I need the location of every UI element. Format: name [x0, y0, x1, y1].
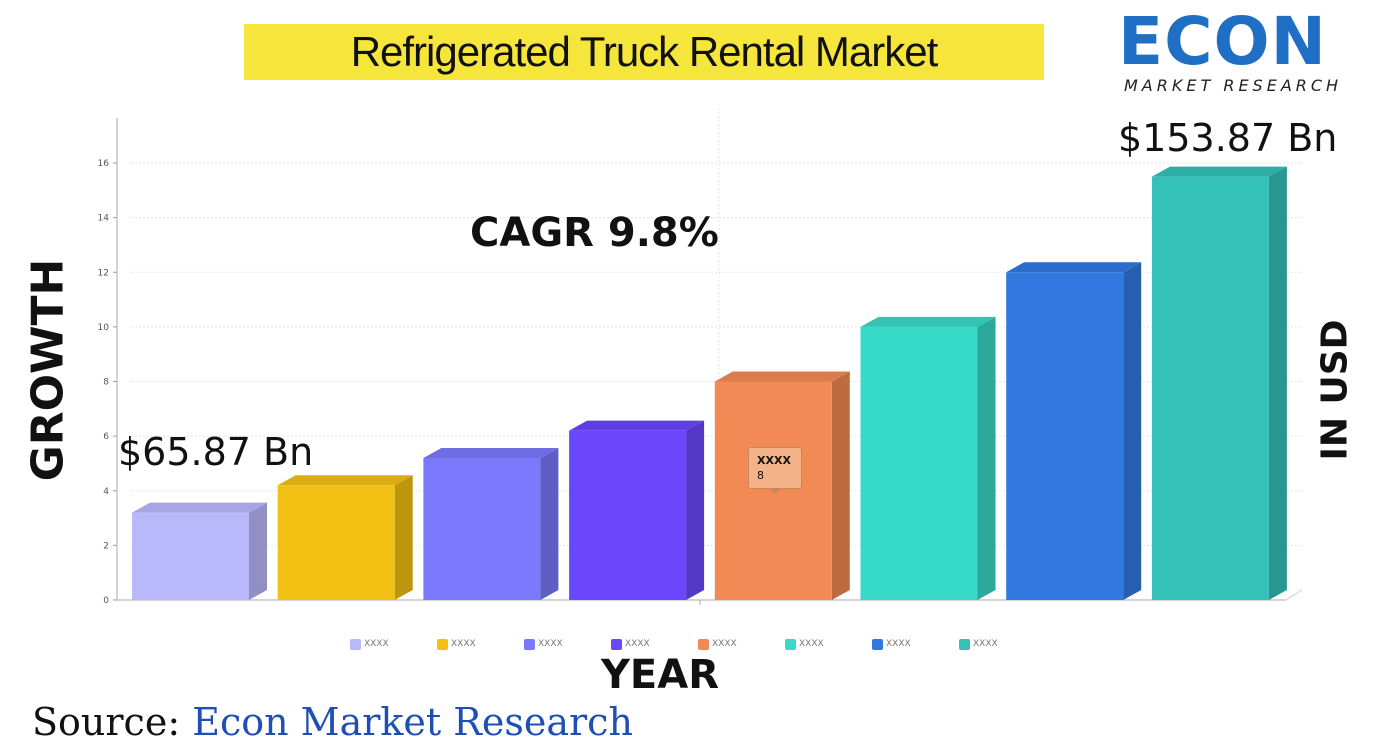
- y-tick-label: 16: [98, 159, 110, 169]
- legend-label: XXXX: [886, 639, 911, 649]
- legend-label: XXXX: [799, 639, 824, 649]
- x-axis-title: YEAR: [600, 652, 720, 698]
- bar-side: [394, 475, 413, 600]
- legend-item[interactable]: XXXX: [524, 636, 611, 652]
- tooltip-value: 8: [757, 469, 764, 482]
- bar-side: [1268, 166, 1287, 600]
- cagr-annotation: CAGR 9.8%: [470, 210, 719, 256]
- legend-item[interactable]: XXXX: [611, 636, 698, 652]
- bar-top: [423, 447, 559, 458]
- bar-side: [831, 371, 850, 600]
- legend-item[interactable]: XXXX: [872, 636, 959, 652]
- legend-item[interactable]: XXXX: [350, 636, 437, 652]
- y-axis-title-right-text: IN USD: [1314, 319, 1356, 461]
- tooltip-name: XXXX: [757, 454, 791, 467]
- end-value-label: $153.87 Bn: [1118, 116, 1338, 160]
- bar-top: [1151, 166, 1287, 177]
- bar-side: [540, 447, 559, 600]
- bar-side: [686, 420, 705, 600]
- legend-swatch: [785, 638, 796, 650]
- y-tick-label: 2: [103, 541, 109, 551]
- legend-label: XXXX: [364, 639, 389, 649]
- legend-swatch: [524, 638, 535, 650]
- legend-label: XXXX: [712, 639, 737, 649]
- legend-swatch: [959, 638, 970, 650]
- bar: [277, 485, 395, 600]
- legend-label: XXXX: [538, 639, 563, 649]
- legend-swatch: [872, 638, 883, 650]
- logo-word: ECON: [1118, 3, 1327, 80]
- chart-legend: XXXX XXXX XXXX XXXX XXXX XXXX XXXX XXXX: [350, 636, 1046, 652]
- legend-item[interactable]: XXXX: [698, 636, 785, 652]
- legend-label: XXXX: [973, 639, 998, 649]
- legend-swatch: [350, 638, 361, 650]
- bar: [1006, 272, 1124, 600]
- bar: [569, 430, 687, 600]
- chart-title-banner: Refrigerated Truck Rental Market: [244, 24, 1044, 80]
- bar: [860, 326, 978, 600]
- y-tick-label: 4: [103, 487, 109, 497]
- source-prefix: Source:: [32, 700, 193, 744]
- bar-top: [1006, 262, 1142, 273]
- y-tick-label: 12: [98, 268, 109, 278]
- y-tick-label: 8: [103, 378, 109, 388]
- legend-label: XXXX: [451, 639, 476, 649]
- bar-top: [569, 420, 705, 431]
- bar-side: [1123, 262, 1142, 600]
- legend-label: XXXX: [625, 639, 650, 649]
- start-value-label: $65.87 Bn: [118, 430, 314, 474]
- x-axis-depth: [1285, 589, 1303, 601]
- bar-tooltip: XXXX 8: [748, 447, 802, 494]
- y-axis-title-left: GROWTH: [8, 250, 88, 490]
- y-tick-label: 10: [98, 323, 110, 333]
- source-name: Econ Market Research: [192, 700, 633, 744]
- chart-title: Refrigerated Truck Rental Market: [350, 28, 939, 75]
- y-axis-title-right: IN USD: [1300, 300, 1370, 480]
- source-line: Source: Econ Market Research: [32, 700, 633, 744]
- bar-top: [860, 316, 996, 327]
- bar-top: [277, 475, 413, 486]
- econ-logo: ECON MARKET RESEARCH: [1118, 4, 1374, 100]
- bar-side: [249, 502, 267, 600]
- legend-swatch: [611, 638, 622, 650]
- bar-side: [977, 316, 996, 600]
- logo-subtitle: MARKET RESEARCH: [1124, 76, 1343, 95]
- legend-swatch: [437, 638, 448, 650]
- bar: [1151, 176, 1269, 600]
- y-tick-label: 0: [103, 596, 109, 606]
- bar: [423, 457, 541, 600]
- legend-item[interactable]: XXXX: [959, 636, 1046, 652]
- y-axis-title-left-text: GROWTH: [22, 258, 74, 482]
- legend-item[interactable]: XXXX: [785, 636, 872, 652]
- y-tick-label: 6: [103, 432, 109, 442]
- legend-swatch: [698, 638, 709, 650]
- bar-top: [714, 371, 850, 382]
- bar: [132, 512, 249, 600]
- legend-item[interactable]: XXXX: [437, 636, 524, 652]
- bar-top: [132, 502, 267, 513]
- y-tick-label: 14: [98, 214, 110, 224]
